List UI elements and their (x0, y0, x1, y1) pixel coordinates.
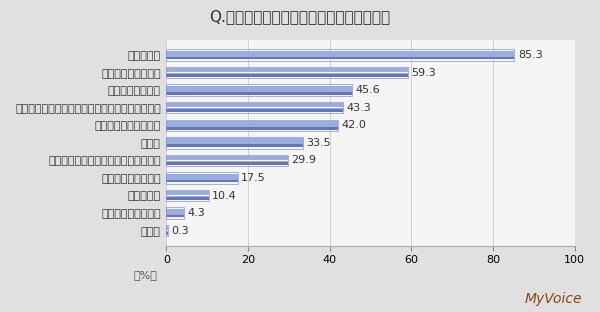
Bar (166, 155, 289, 166)
Bar (166, 68, 409, 74)
Bar (166, 225, 167, 236)
Bar (166, 103, 343, 109)
Bar (166, 124, 338, 130)
Text: 4.3: 4.3 (187, 208, 205, 218)
Bar (166, 191, 209, 197)
Text: 59.3: 59.3 (412, 68, 436, 78)
Bar (166, 85, 352, 96)
Bar (166, 53, 514, 59)
Text: 85.3: 85.3 (518, 50, 542, 60)
Text: 0.3: 0.3 (171, 226, 188, 236)
Bar (166, 172, 238, 184)
Bar (166, 119, 338, 131)
Bar (166, 156, 289, 162)
Bar (166, 121, 338, 127)
Bar (166, 141, 303, 147)
Bar (166, 190, 209, 201)
Bar (166, 176, 238, 182)
Text: Q.どのような種類の靴を持っていますか？: Q.どのような種類の靴を持っていますか？ (209, 9, 391, 24)
Bar (166, 86, 352, 92)
Text: 10.4: 10.4 (212, 191, 237, 201)
Bar (166, 51, 514, 56)
Bar (166, 137, 303, 149)
Bar (166, 160, 289, 161)
Bar (166, 173, 238, 179)
Bar (166, 194, 209, 200)
Text: 17.5: 17.5 (241, 173, 266, 183)
Bar (166, 72, 409, 73)
Text: 45.6: 45.6 (356, 85, 380, 95)
Text: 33.5: 33.5 (307, 138, 331, 148)
Text: MyVoice: MyVoice (524, 292, 582, 306)
Bar (166, 226, 167, 232)
Bar (166, 195, 209, 196)
Bar (166, 71, 409, 77)
Text: 42.0: 42.0 (341, 120, 366, 130)
Bar (166, 106, 343, 112)
Bar (166, 207, 184, 219)
Bar (166, 209, 184, 215)
Bar (166, 67, 409, 78)
Bar (166, 212, 184, 217)
Bar (166, 89, 352, 95)
Bar (166, 49, 514, 61)
Text: 43.3: 43.3 (346, 103, 371, 113)
Bar (166, 102, 343, 113)
Bar (166, 229, 167, 235)
X-axis label: （%）: （%） (134, 271, 158, 280)
Bar (166, 139, 303, 144)
Text: 29.9: 29.9 (292, 155, 317, 165)
Bar (166, 107, 343, 108)
Bar (166, 159, 289, 165)
